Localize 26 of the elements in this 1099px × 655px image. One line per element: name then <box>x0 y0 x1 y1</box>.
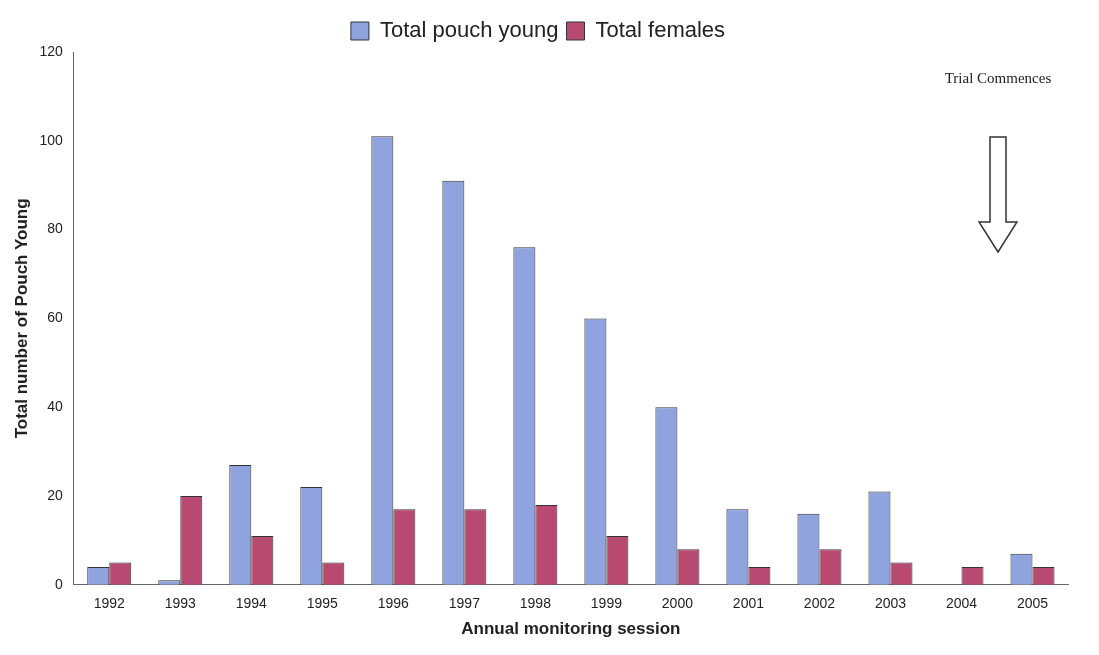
x-tick-label: 1994 <box>235 595 268 612</box>
y-tick-label: 60 <box>47 309 63 326</box>
x-tick-label: 2000 <box>661 595 694 612</box>
x-tick-label: 1999 <box>590 595 623 612</box>
x-tick-label: 1993 <box>164 595 197 612</box>
x-tick-label: 2005 <box>1016 595 1049 612</box>
y-tick-label: 20 <box>47 486 63 503</box>
annotation: Trial Commences <box>943 70 1053 87</box>
x-tick-label: 1996 <box>377 595 410 612</box>
y-tick-label: 120 <box>39 42 63 59</box>
x-tick-label: 2002 <box>803 595 836 612</box>
y-tick-label: 40 <box>47 398 63 415</box>
x-tick-label: 2004 <box>945 595 978 612</box>
x-axis-title: Annual monitoring session <box>461 619 681 639</box>
x-tick-label: 1992 <box>93 595 126 612</box>
y-axis-title: Total number of Pouch Young <box>11 198 31 439</box>
x-tick-label: 2001 <box>732 595 765 612</box>
x-tick-label: 1997 <box>448 595 481 612</box>
legend-label: Total pouch young <box>379 17 559 43</box>
y-tick-label: 100 <box>39 131 63 148</box>
y-tick-label: 0 <box>54 575 63 592</box>
x-tick-label: 1998 <box>519 595 552 612</box>
legend-label: Total females <box>595 17 726 43</box>
x-tick-label: 2003 <box>874 595 907 612</box>
x-tick-label: 1995 <box>306 595 339 612</box>
y-tick-label: 80 <box>47 220 63 237</box>
